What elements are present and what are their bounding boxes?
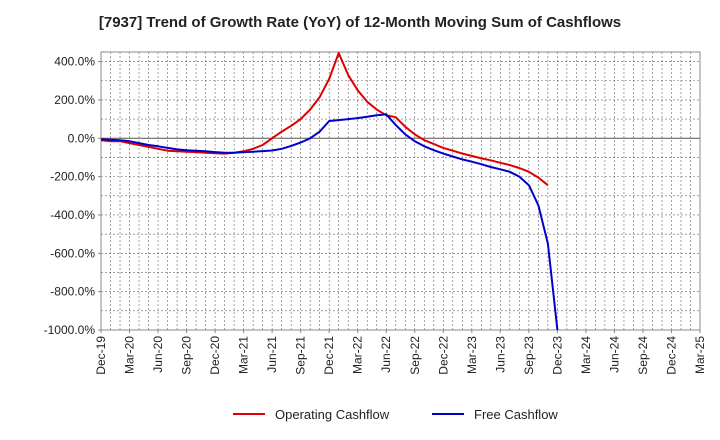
x-tick-label: Mar-22 xyxy=(351,336,365,374)
legend-label: Operating Cashflow xyxy=(275,407,390,422)
plot-area xyxy=(101,52,700,330)
series-line-free-cashflow xyxy=(100,113,559,331)
x-tick-label: Mar-25 xyxy=(693,336,707,374)
chart-title: [7937] Trend of Growth Rate (YoY) of 12-… xyxy=(98,14,622,31)
y-tick-label: -800.0% xyxy=(50,285,95,299)
x-tick-label: Sep-22 xyxy=(408,336,422,375)
x-tick-label: Dec-19 xyxy=(94,336,108,375)
x-tick-label: Sep-23 xyxy=(522,336,536,375)
y-tick-label: -1000.0% xyxy=(44,323,96,337)
x-tick-label: Dec-22 xyxy=(436,336,450,375)
y-tick-label: 0.0% xyxy=(68,131,96,145)
x-tick-label: Sep-20 xyxy=(180,336,194,375)
x-tick-label: Jun-23 xyxy=(493,336,507,373)
x-tick-label: Dec-20 xyxy=(208,336,222,375)
y-tick-label: -200.0% xyxy=(50,170,95,184)
x-tick-label: Dec-24 xyxy=(664,336,678,375)
x-tick-label: Sep-24 xyxy=(636,336,650,375)
y-tick-label: 200.0% xyxy=(54,93,95,107)
x-tick-label: Dec-23 xyxy=(550,336,564,375)
legend-label: Free Cashflow xyxy=(474,407,558,422)
y-tick-label: -400.0% xyxy=(50,208,95,222)
x-tick-label: Mar-23 xyxy=(465,336,479,374)
x-tick-label: Jun-24 xyxy=(607,336,621,373)
y-tick-label: 400.0% xyxy=(54,55,95,69)
plot-border xyxy=(100,51,701,331)
series-line-operating-cashflow xyxy=(100,52,549,186)
x-tick-label: Jun-21 xyxy=(265,336,279,373)
x-tick-label: Dec-21 xyxy=(322,336,336,375)
x-tick-label: Jun-22 xyxy=(379,336,393,373)
x-tick-label: Mar-20 xyxy=(123,336,137,374)
x-tick-label: Mar-21 xyxy=(237,336,251,374)
y-tick-label: -600.0% xyxy=(50,246,95,260)
x-tick-label: Jun-20 xyxy=(151,336,165,373)
x-tick-label: Mar-24 xyxy=(579,336,593,374)
x-tick-label: Sep-21 xyxy=(294,336,308,375)
